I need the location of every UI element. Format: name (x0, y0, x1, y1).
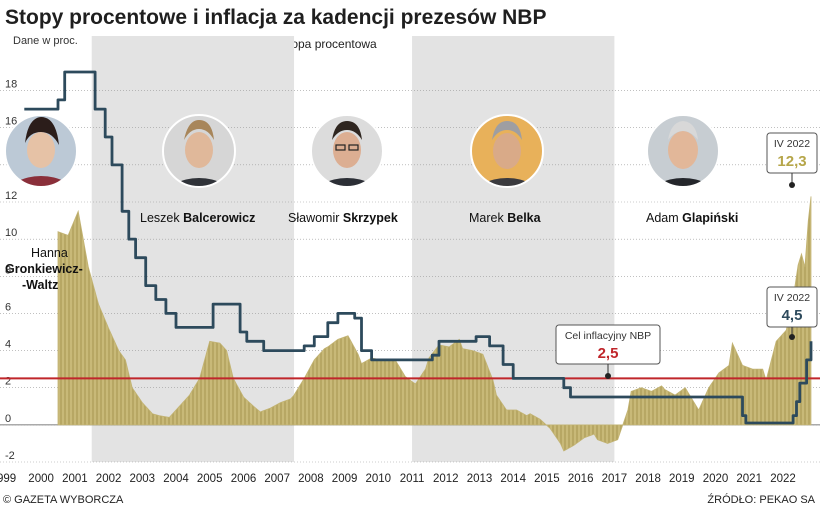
y-tick-label: 18 (5, 79, 17, 91)
portrait-icon (310, 114, 384, 188)
chart-title: Stopy procentowe i inflacja za kadencji … (5, 6, 546, 29)
x-tick-label: 2004 (163, 473, 189, 485)
rate-callout-label: IV 2022 (774, 292, 810, 304)
inflation-series (57, 196, 812, 452)
portrait-icon (470, 114, 544, 188)
x-tick-label: 2014 (500, 473, 526, 485)
target-callout: Cel inflacyjny NBP 2,5 (555, 324, 661, 379)
inflation-callout-value: 12,3 (777, 153, 806, 170)
president-1-first: Hanna (31, 246, 68, 260)
x-tick-label: 2013 (467, 473, 493, 485)
y-tick-label: 12 (5, 190, 17, 202)
y-tick-label: -2 (5, 450, 15, 462)
x-tick-label: 2002 (96, 473, 122, 485)
rate-callout-value: 4,5 (782, 307, 803, 324)
rate-callout: IV 2022 4,5 (766, 286, 818, 340)
y-axis: -2024681012141618 (5, 79, 17, 462)
unit-label: Dane w proc. (13, 35, 78, 47)
x-tick-label: 2021 (736, 473, 762, 485)
x-tick-label: 2007 (264, 473, 290, 485)
president-1-last: Gronkiewicz- (5, 262, 83, 276)
x-tick-label: 2016 (568, 473, 594, 485)
x-tick-label: 2001 (62, 473, 88, 485)
x-tick-label: 2008 (298, 473, 324, 485)
rate-line (24, 70, 813, 425)
inflation-callout-label: IV 2022 (774, 138, 810, 150)
y-tick-label: 8 (5, 264, 11, 276)
target-callout-value: 2,5 (598, 345, 619, 362)
y-tick-label: 2 (5, 376, 11, 388)
x-tick-label: 2018 (635, 473, 661, 485)
president-4-name: Marek Belka (469, 211, 542, 225)
y-tick-label: 16 (5, 116, 17, 128)
x-tick-label: 2000 (28, 473, 54, 485)
x-tick-label: 1999 (0, 473, 16, 485)
y-tick-label: 10 (5, 227, 17, 239)
inflation-callout: IV 2022 12,3 (766, 132, 818, 188)
footer-credit: © GAZETA WYBORCZA (3, 494, 124, 506)
y-tick-label: 4 (5, 339, 11, 351)
x-tick-label: 2012 (433, 473, 459, 485)
president-5-name: Adam Glapiński (646, 211, 738, 225)
inflation-area (57, 196, 812, 452)
president-1-last2: -Waltz (22, 278, 58, 292)
x-tick-label: 2009 (332, 473, 358, 485)
legend-rate-label: stopa procentowa (282, 37, 377, 51)
portrait-icon (162, 114, 236, 188)
target-callout-label: Cel inflacyjny NBP (565, 330, 651, 342)
portrait-icon (646, 114, 720, 188)
x-tick-label: 2015 (534, 473, 560, 485)
x-tick-label: 2022 (770, 473, 796, 485)
y-tick-label: 6 (5, 301, 11, 313)
x-tick-label: 2020 (703, 473, 729, 485)
x-tick-label: 2005 (197, 473, 223, 485)
x-tick-label: 2003 (130, 473, 156, 485)
x-tick-label: 2006 (231, 473, 257, 485)
x-axis: 1999 2000 2001 2002 2003 2004 2005 2006 2007 2008… (0, 473, 796, 485)
president-3-name: Sławomir Skrzypek (288, 211, 398, 225)
x-tick-label: 2019 (669, 473, 695, 485)
y-tick-label: 0 (5, 413, 11, 425)
x-tick-label: 2010 (366, 473, 392, 485)
president-2-name: Leszek Balcerowicz (140, 211, 255, 225)
x-tick-label: 2017 (602, 473, 628, 485)
rate-series (24, 70, 813, 425)
footer-source: ŹRÓDŁO: PEKAO SA (707, 493, 815, 506)
x-tick-label: 2011 (400, 473, 425, 485)
